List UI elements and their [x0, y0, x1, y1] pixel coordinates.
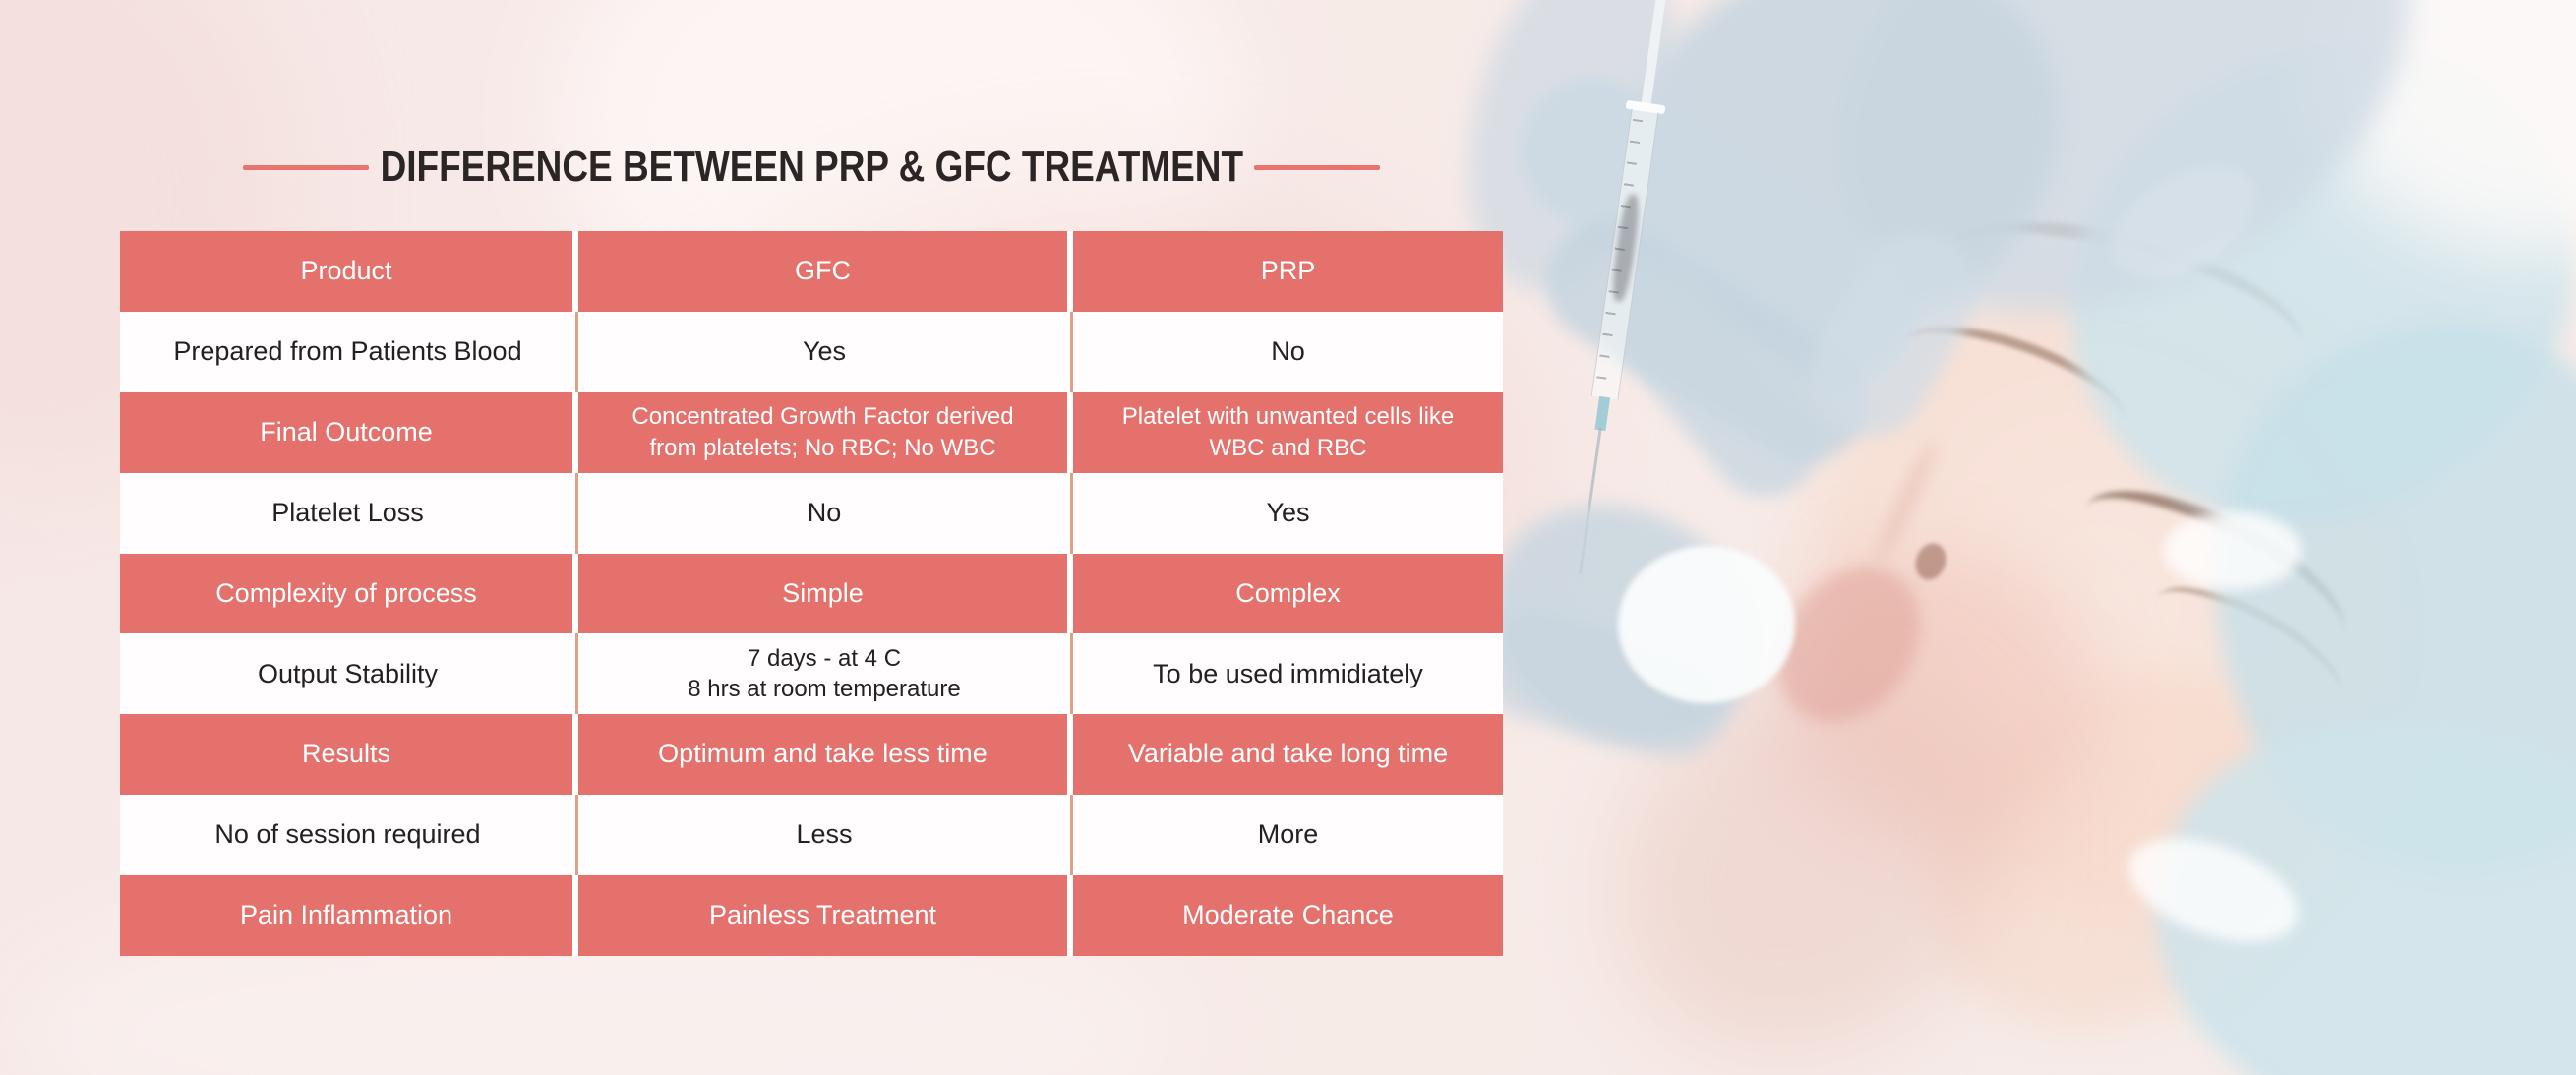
title-dash-left: [242, 164, 369, 170]
cell-r1-gfc: Yes: [578, 311, 1073, 392]
cell-r3-gfc: No: [578, 472, 1073, 554]
cell-r8-label: Pain Inflammation: [120, 875, 578, 957]
page-title: DIFFERENCE BETWEEN PRP & GFC TREATMENT: [380, 143, 1243, 191]
cell-r3-label: Platelet Loss: [120, 472, 578, 554]
cell-r5-prp: To be used immidiately: [1073, 633, 1503, 715]
cotton-pad-shape: [1618, 546, 1795, 703]
comparison-table: Product GFC PRP Prepared from Patients B…: [120, 231, 1503, 957]
cell-r6-gfc: Optimum and take less time: [578, 714, 1073, 796]
cell-r7-prp: More: [1073, 795, 1503, 876]
cell-r4-prp: Complex: [1073, 553, 1503, 634]
header-cell-prp: PRP: [1073, 231, 1503, 312]
cap-ruffle-highlight-2: [2164, 511, 2302, 590]
cell-r4-gfc: Simple: [578, 553, 1073, 634]
cell-r8-gfc: Painless Treatment: [578, 875, 1073, 957]
header-cell-gfc: GFC: [578, 231, 1073, 312]
cell-r5-label: Output Stability: [120, 633, 578, 715]
cell-r2-gfc: Concentrated Growth Factor derived from …: [578, 391, 1073, 473]
cell-r7-label: No of session required: [120, 795, 578, 876]
cell-r6-prp: Variable and take long time: [1073, 714, 1503, 796]
cell-r7-gfc: Less: [578, 795, 1073, 876]
header-cell-product: Product: [120, 231, 578, 312]
syringe-plunger: [1641, 0, 1671, 108]
cell-r6-label: Results: [120, 714, 578, 796]
title-section: DIFFERENCE BETWEEN PRP & GFC TREATMENT: [120, 130, 1503, 205]
cell-r1-label: Prepared from Patients Blood: [120, 311, 578, 392]
cell-r3-prp: Yes: [1073, 472, 1503, 554]
cell-r2-prp: Platelet with unwanted cells like WBC an…: [1073, 391, 1503, 473]
title-dash-right: [1254, 164, 1381, 170]
cell-r5-gfc: 7 days - at 4 C 8 hrs at room temperatur…: [578, 633, 1073, 715]
cell-r4-label: Complexity of process: [120, 553, 578, 634]
cell-r8-prp: Moderate Chance: [1073, 875, 1503, 957]
cell-r2-label: Final Outcome: [120, 391, 578, 473]
syringe-tip: [1594, 395, 1611, 432]
cell-r1-prp: No: [1073, 311, 1503, 392]
